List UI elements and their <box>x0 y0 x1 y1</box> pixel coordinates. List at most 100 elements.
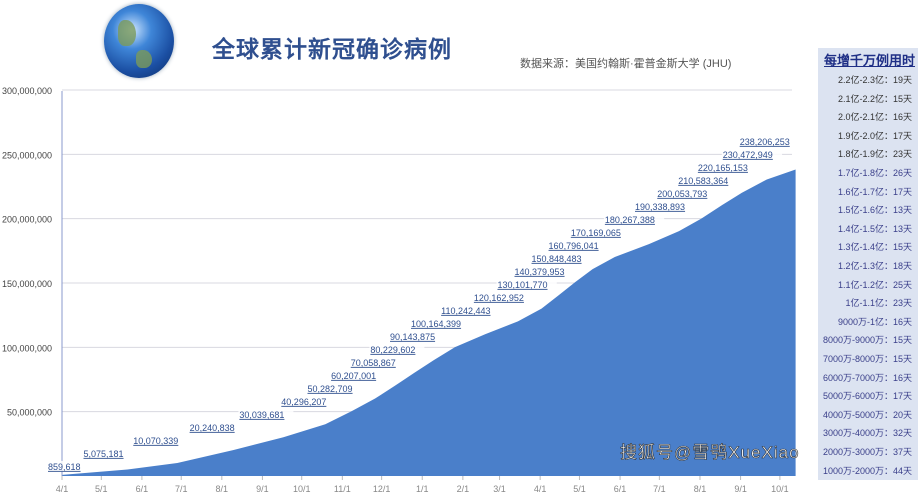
data-label: 130,101,770 <box>497 280 547 290</box>
data-label: 90,143,875 <box>390 332 435 342</box>
data-label: 190,338,893 <box>635 202 685 212</box>
x-tick-label: 6/1 <box>136 484 149 494</box>
milestone-row: 2000万-3000万：37天 <box>823 445 912 458</box>
milestone-range: 1.3亿-1.4亿： <box>837 242 893 253</box>
data-label: 180,267,388 <box>605 215 655 225</box>
milestone-range: 1.5亿-1.6亿： <box>837 205 893 216</box>
data-label-bg <box>738 135 799 147</box>
data-label: 120,162,952 <box>474 293 524 303</box>
milestone-row: 1.6亿-1.7亿：17天 <box>838 185 912 198</box>
data-label-bg <box>306 382 362 394</box>
milestone-row: 1.7亿-1.8亿：26天 <box>838 166 912 179</box>
data-label-bg <box>280 395 336 407</box>
milestone-row: 1.2亿-1.3亿：18天 <box>838 259 912 272</box>
y-tick-label: 300,000,000 <box>2 86 52 96</box>
x-tick-label: 7/1 <box>175 484 188 494</box>
data-label-bg <box>47 460 87 472</box>
cumulative-cases-chart: 50,000,000 100,000,000 150,000,000 200,000,… <box>1 86 799 494</box>
milestone-range: 1.6亿-1.7亿： <box>837 186 893 197</box>
milestone-range: 6000万-7000万： <box>822 372 893 383</box>
x-tick-label: 4/1 <box>56 484 69 494</box>
watermark: 搜狐号@雪鸮XueXiao <box>620 443 800 463</box>
milestone-row: 1000万-2000万：44天 <box>823 464 912 477</box>
milestone-days: 20天 <box>892 409 912 420</box>
data-label: 70,058,867 <box>351 358 396 368</box>
data-label: 200,053,793 <box>657 189 707 199</box>
milestone-days: 25天 <box>892 279 912 290</box>
data-source: 数据来源：美国约翰斯·霍普金斯大学 (JHU) <box>520 58 732 70</box>
milestone-days: 15天 <box>892 335 912 346</box>
milestone-range: 1.9亿-2.0亿： <box>837 130 893 141</box>
milestone-days: 19天 <box>892 75 912 85</box>
milestone-days: 23天 <box>892 298 912 309</box>
milestone-days: 37天 <box>892 447 912 457</box>
milestone-range: 2.1亿-2.2亿： <box>837 93 893 104</box>
milestone-row: 1.8亿-1.9亿：23天 <box>838 147 912 160</box>
data-label-bg <box>238 408 294 420</box>
milestone-range: 2.2亿-2.3亿： <box>837 75 893 85</box>
milestone-row: 1.3亿-1.4亿：15天 <box>838 240 912 253</box>
milestone-days: 15天 <box>892 242 912 253</box>
data-label: 150,848,483 <box>532 254 582 264</box>
y-tick-label: 250,000,000 <box>2 150 52 160</box>
data-label: 220,165,153 <box>698 163 748 173</box>
milestone-days: 44天 <box>892 465 912 476</box>
data-label-bg <box>530 252 591 264</box>
y-tick-label: 150,000,000 <box>2 279 52 289</box>
milestone-row: 1.9亿-2.0亿：17天 <box>838 129 912 142</box>
milestone-days: 17天 <box>892 186 912 197</box>
data-label: 140,379,953 <box>514 267 564 277</box>
data-label: 10,070,339 <box>133 436 178 446</box>
milestone-days: 16天 <box>892 372 912 383</box>
data-label: 110,242,443 <box>441 306 490 316</box>
data-label-bg <box>721 148 783 160</box>
data-label: 60,207,001 <box>331 371 376 381</box>
milestone-row: 4000万-5000万：20天 <box>823 408 912 421</box>
milestone-row: 1.1亿-1.2亿：25天 <box>838 278 912 291</box>
milestone-days: 32天 <box>892 428 912 439</box>
data-label-bg <box>389 330 445 342</box>
milestone-row: 1.5亿-1.6亿：13天 <box>838 203 912 216</box>
data-label-bg <box>496 278 557 290</box>
globe-logo <box>104 4 174 78</box>
data-label-bg <box>472 291 534 303</box>
x-tick-label: 10/1 <box>293 484 311 494</box>
milestone-days: 13天 <box>892 205 912 216</box>
data-label-bg <box>440 304 501 316</box>
x-tick-label: 6/1 <box>614 484 627 494</box>
milestone-row: 8000万-9000万：15天 <box>823 333 912 346</box>
milestone-row: 1.4亿-1.5亿：13天 <box>838 222 912 235</box>
milestone-days: 26天 <box>892 168 912 178</box>
data-label: 50,282,709 <box>308 384 353 394</box>
data-label: 238,206,253 <box>740 137 790 147</box>
milestone-range: 2.0亿-2.1亿： <box>837 112 893 123</box>
data-label-bg <box>410 317 471 329</box>
milestone-range: 8000万-9000万： <box>822 335 893 346</box>
milestone-row: 2.2亿-2.3亿：19天 <box>838 73 912 86</box>
milestone-days: 15天 <box>892 354 912 364</box>
data-label-bg <box>634 200 695 212</box>
data-label-bg <box>547 239 608 251</box>
milestone-range: 1亿-1.1亿： <box>845 298 893 309</box>
y-tick-label: 200,000,000 <box>2 215 52 225</box>
milestone-row: 6000万-7000万：16天 <box>823 371 912 384</box>
panel-title: 每增千万例用时 <box>824 53 916 68</box>
data-label-bg <box>188 421 244 433</box>
milestone-row: 1亿-1.1亿：23天 <box>845 296 912 309</box>
page-title: 全球累计新冠确诊病例 <box>212 36 452 62</box>
data-label-bg <box>569 226 631 238</box>
milestone-days: 23天 <box>892 149 912 160</box>
x-tick-label: 2/1 <box>457 484 470 494</box>
data-label-bg <box>677 174 738 186</box>
x-tick-label: 3/1 <box>493 484 506 494</box>
x-tick-label: 9/1 <box>734 484 747 494</box>
data-label-bg <box>656 187 717 199</box>
milestone-days: 18天 <box>892 261 912 271</box>
data-label: 210,583,364 <box>678 176 728 186</box>
x-tick-label: 9/1 <box>256 484 269 494</box>
data-label: 170,169,065 <box>571 228 621 238</box>
milestone-range: 3000万-4000万： <box>822 428 893 439</box>
milestone-row: 2.1亿-2.2亿：15天 <box>838 92 912 105</box>
data-label-bg <box>132 434 188 446</box>
milestone-row: 5000万-6000万：17天 <box>823 389 912 402</box>
